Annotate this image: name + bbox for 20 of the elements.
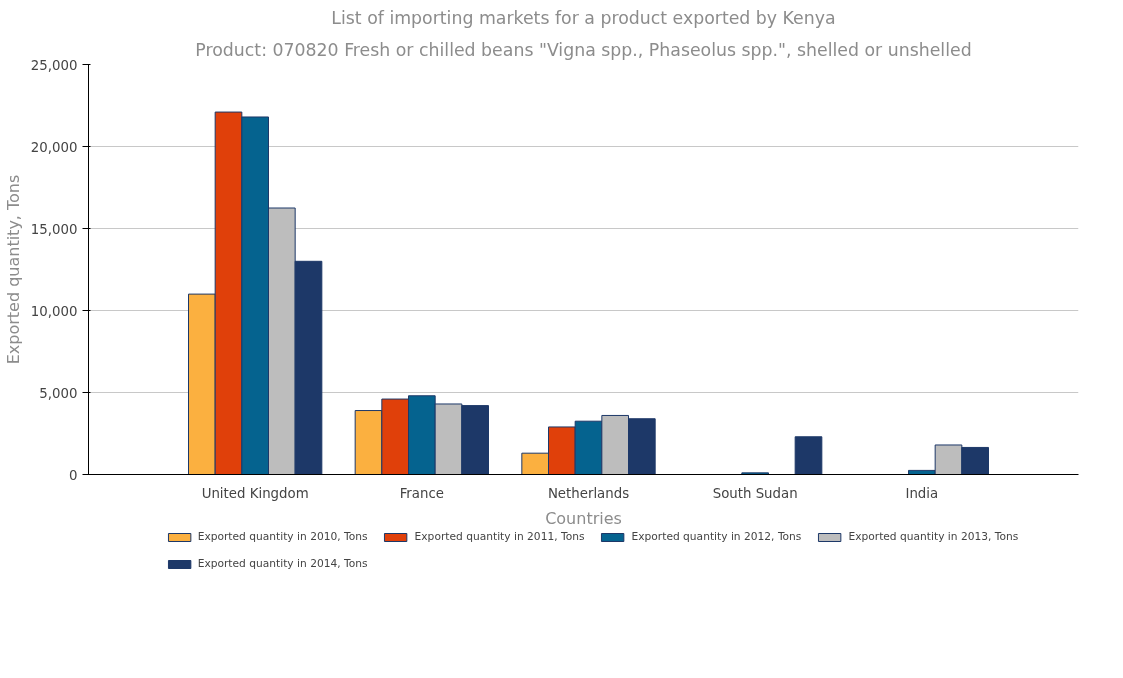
x-tick-label: South Sudan [712,485,798,501]
y-tick-label: 10,000 [30,303,78,319]
legend-label: Exported quantity in 2013, Tons [848,530,1019,543]
x-tick-label: France [399,485,444,501]
y-tick-label: 20,000 [30,139,78,155]
legend-label: Exported quantity in 2010, Tons [197,530,368,543]
x-tick-label: Netherlands [547,485,630,501]
x-tick-label: United Kingdom [201,485,309,501]
x-tick-label: India [905,485,939,501]
legend-label: Exported quantity in 2012, Tons [631,530,802,543]
legend-label: Exported quantity in 2014, Tons [197,557,368,570]
legend-label: Exported quantity in 2011, Tons [414,530,585,543]
y-tick-label: 15,000 [30,221,78,237]
chart-title: List of importing markets for a product exported by Kenya [331,7,836,28]
y-axis-title: Exported quantity, Tons [3,174,23,365]
y-tick-label: 25,000 [30,57,78,73]
chart-subtitle: Product: 070820 Fresh or chilled beans "Vigna spp., Phaseolus spp.", shelled or unshelled [195,39,972,60]
x-axis-title: Countries [545,508,622,528]
y-tick-label: 5,000 [39,385,78,401]
y-tick-label: 0 [69,467,78,483]
